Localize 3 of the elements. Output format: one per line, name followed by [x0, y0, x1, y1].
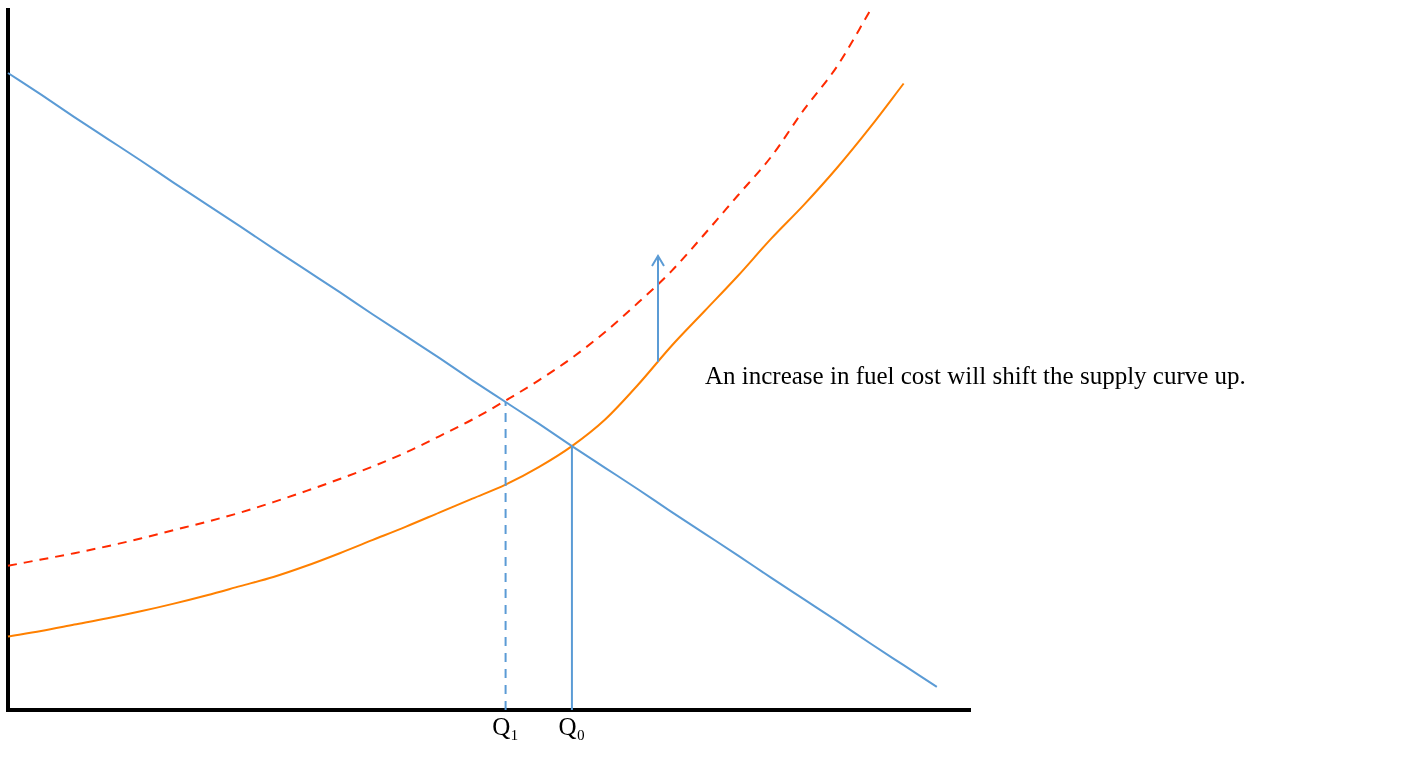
annotation: An increase in fuel cost will shift the supply curve up.: [705, 362, 1246, 390]
x-tick-label: Q₀: [558, 712, 586, 740]
x-tick-label: Q₁: [492, 712, 519, 740]
